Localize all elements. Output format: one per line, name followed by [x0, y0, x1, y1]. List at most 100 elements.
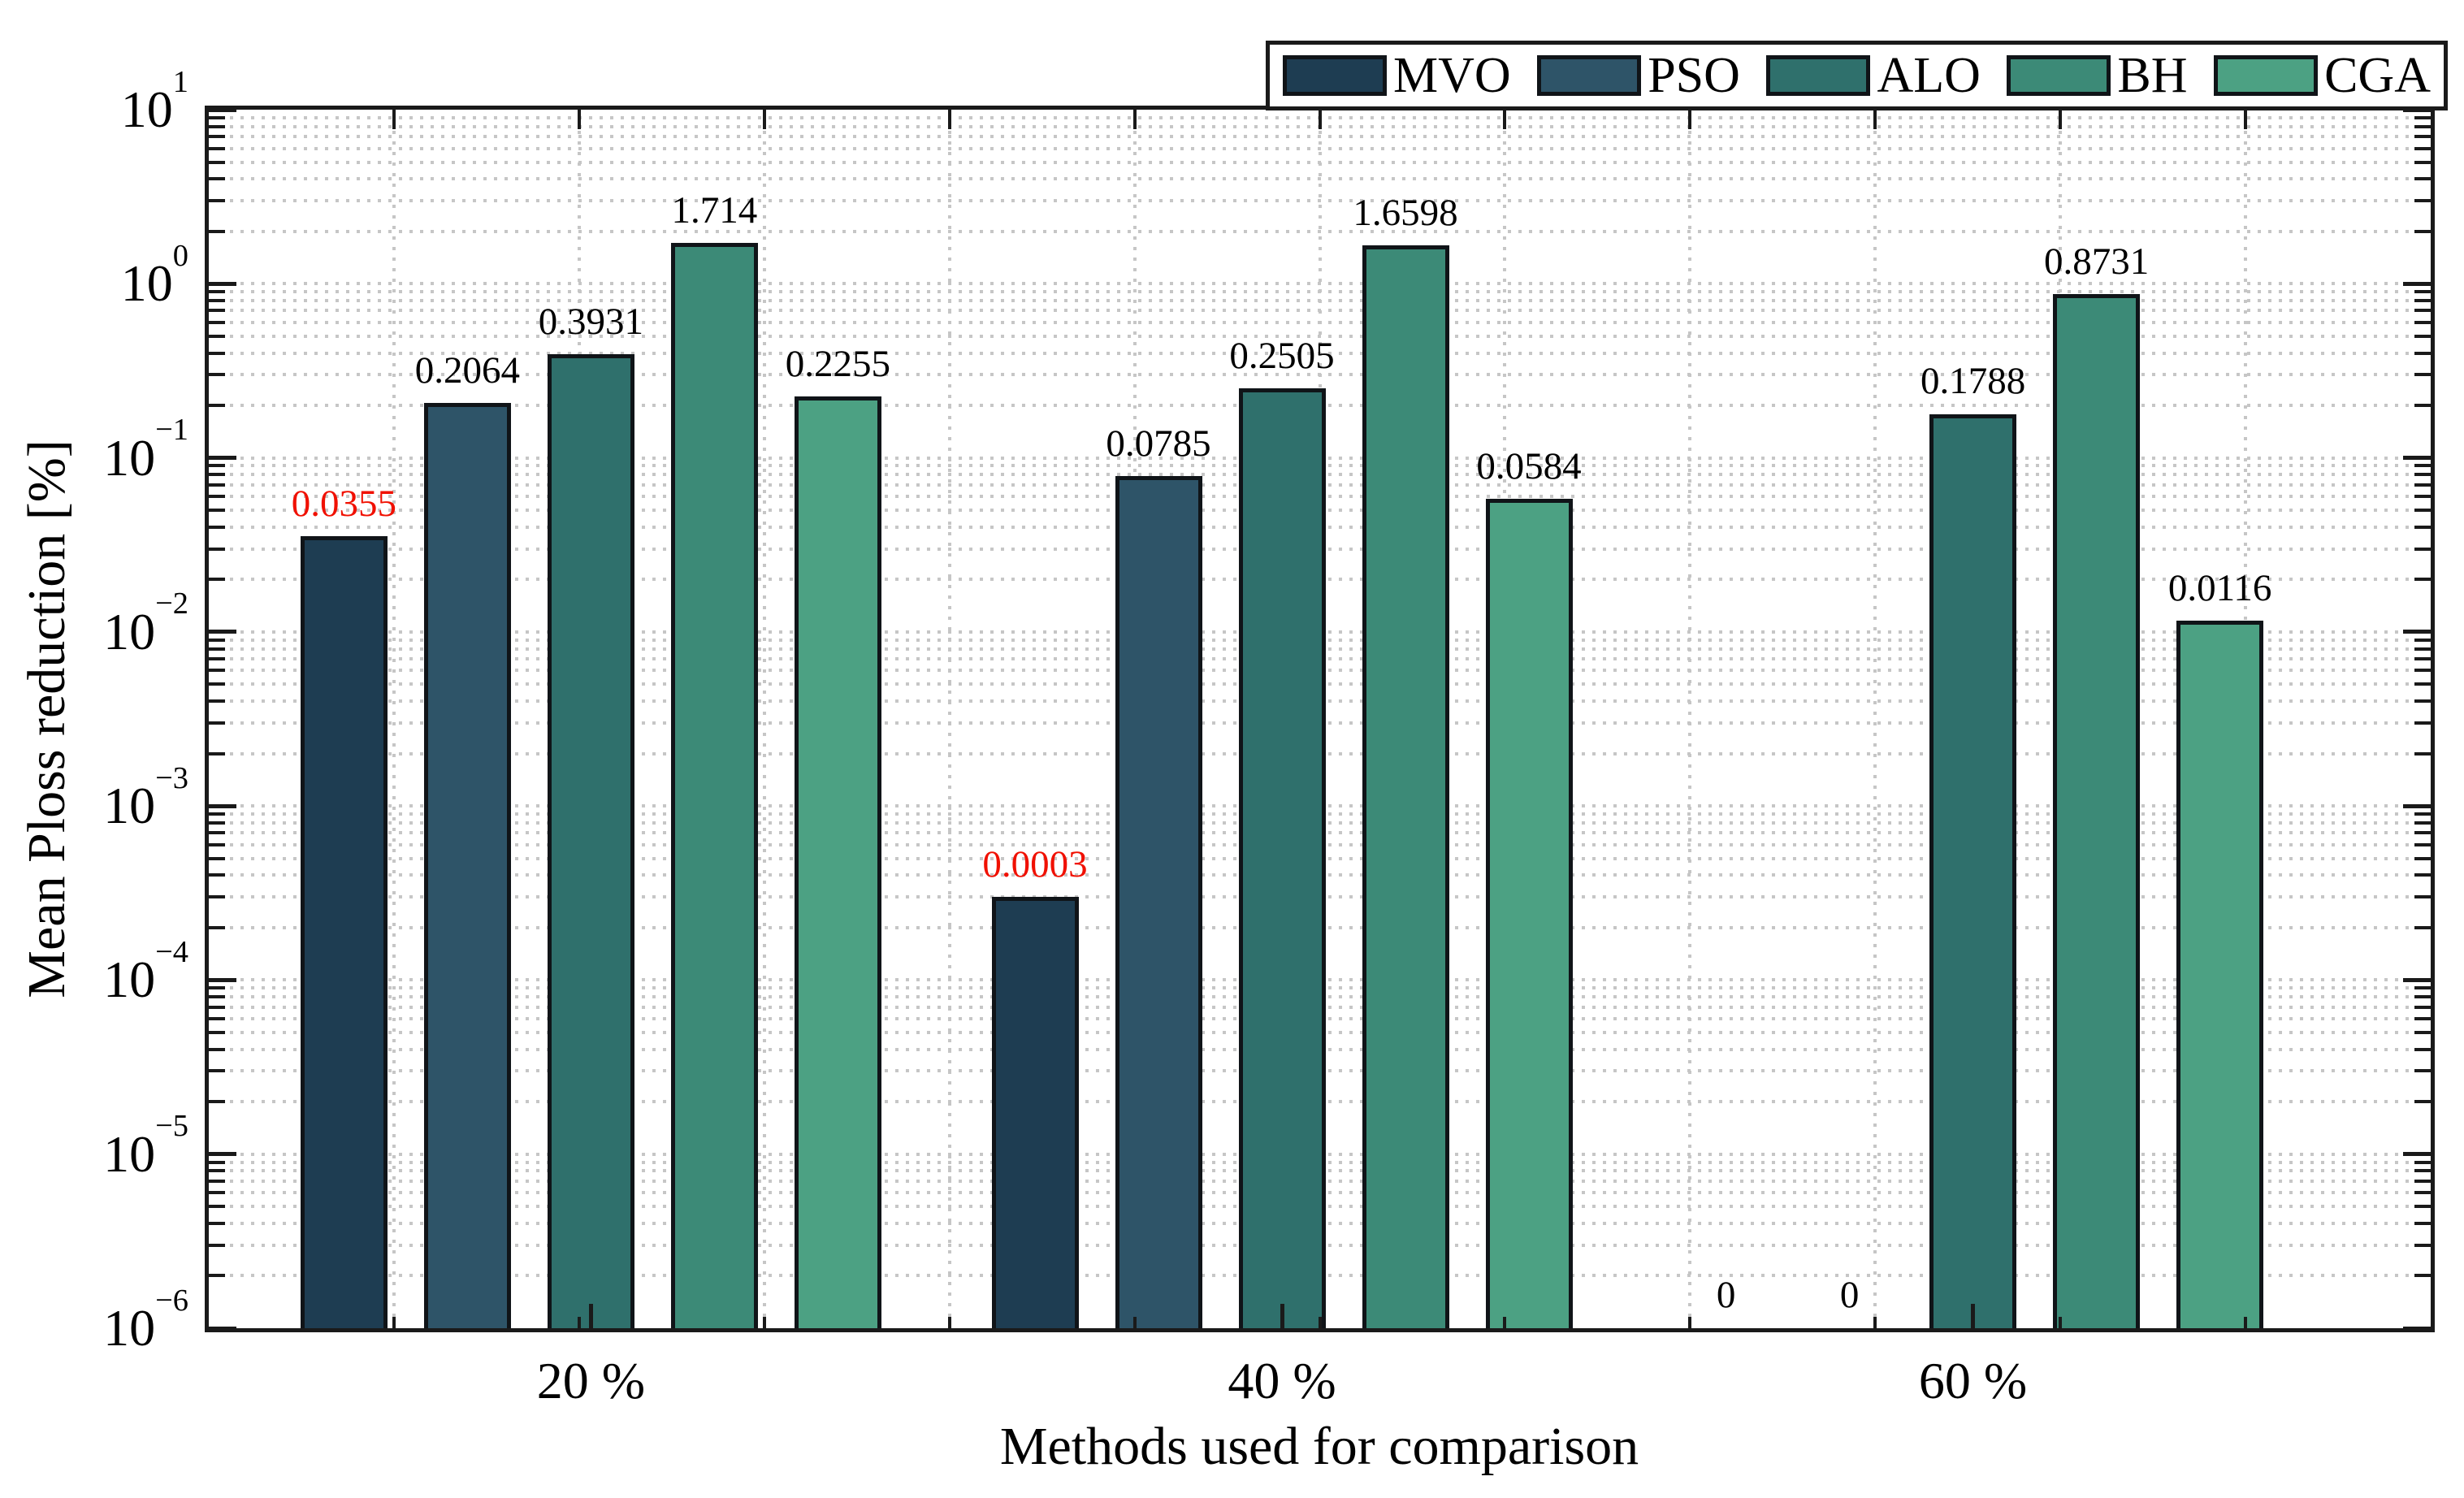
- y-minor-tick-right: [2414, 115, 2431, 119]
- x-minor-tick-bottom: [392, 1317, 396, 1328]
- y-minor-tick-left: [209, 1221, 225, 1225]
- y-minor-tick-right: [2414, 334, 2431, 338]
- y-minor-tick-left: [209, 135, 225, 139]
- legend-swatch-BH: [2007, 55, 2111, 96]
- legend-label-CGA: CGA: [2324, 48, 2431, 103]
- y-major-tick-left: [209, 630, 236, 634]
- y-minor-tick-left: [209, 334, 225, 338]
- y-minor-tick-left: [209, 124, 225, 128]
- gridline-v-minor: [392, 110, 396, 1328]
- y-minor-tick-right: [2414, 509, 2431, 513]
- x-minor-tick-bottom: [1318, 1317, 1322, 1328]
- y-minor-tick-left: [209, 509, 225, 513]
- value-label-PSO-40%: 0.0785: [1106, 422, 1211, 465]
- y-minor-tick-right: [2414, 669, 2431, 673]
- x-minor-tick-bottom: [947, 1317, 951, 1328]
- legend-label-ALO: ALO: [1877, 48, 1981, 103]
- y-minor-tick-right: [2414, 177, 2431, 181]
- x-minor-tick-bottom: [1873, 1317, 1877, 1328]
- y-minor-tick-left: [209, 146, 225, 150]
- y-minor-tick-right: [2414, 995, 2431, 999]
- value-label-PSO-60%: 0: [1839, 1274, 1860, 1316]
- value-label-CGA-60%: 0.0116: [2167, 567, 2272, 610]
- legend-swatch-ALO: [1766, 55, 1871, 96]
- gridline-v-minor: [762, 110, 766, 1328]
- y-major-tick-right: [2403, 630, 2431, 634]
- legend-swatch-CGA: [2214, 55, 2319, 96]
- y-minor-tick-right: [2414, 373, 2431, 377]
- y-minor-tick-right: [2414, 751, 2431, 755]
- legend-item-MVO: MVO: [1283, 50, 1511, 101]
- y-minor-tick-left: [209, 177, 225, 181]
- y-minor-tick-right: [2414, 699, 2431, 704]
- plot-inner: 0.0355 0.0003 0 0.2064 0.0785 0 0.3931 0.2505 0.…: [209, 107, 2431, 1331]
- y-minor-tick-right: [2414, 1179, 2431, 1183]
- value-label-BH-60%: 0.8731: [2043, 240, 2150, 283]
- legend-item-ALO: ALO: [1766, 48, 1981, 103]
- y-tick-label-10e1: 101: [120, 64, 188, 138]
- value-label-ALO-20%: 0.3931: [538, 301, 644, 344]
- y-minor-tick-right: [2414, 547, 2431, 551]
- y-minor-tick-left: [209, 1160, 225, 1164]
- y-tick-label-10e-3: 10−3: [103, 760, 188, 835]
- gridline-v-minor: [1873, 110, 1877, 1328]
- bar-CGA-60%: [2176, 621, 2264, 1328]
- y-minor-tick-right: [2414, 895, 2431, 899]
- y-minor-tick-right: [2414, 483, 2431, 487]
- y-minor-tick-left: [209, 1243, 225, 1247]
- y-minor-tick-right: [2414, 856, 2431, 860]
- y-minor-tick-right: [2414, 1205, 2431, 1209]
- y-minor-tick-right: [2414, 135, 2431, 139]
- y-minor-tick-left: [209, 986, 225, 990]
- y-minor-tick-left: [209, 751, 225, 755]
- y-minor-tick-right: [2414, 721, 2431, 725]
- bar-ALO-40%: [1238, 388, 1326, 1328]
- y-minor-tick-right: [2414, 199, 2431, 203]
- y-tick-label-10e-1: 10−1: [103, 413, 188, 487]
- y-minor-tick-right: [2414, 464, 2431, 468]
- legend-item-PSO: PSO: [1537, 50, 1740, 101]
- x-minor-tick-top: [577, 110, 581, 129]
- y-minor-tick-left: [209, 578, 225, 582]
- y-minor-tick-right: [2414, 309, 2431, 313]
- bar-CGA-20%: [794, 396, 881, 1328]
- y-minor-tick-right: [2414, 1243, 2431, 1247]
- y-minor-tick-left: [209, 699, 225, 704]
- y-minor-tick-left: [209, 1030, 225, 1034]
- bar-CGA-40%: [1485, 498, 1573, 1328]
- y-minor-tick-right: [2414, 820, 2431, 825]
- y-major-tick-left: [209, 107, 236, 112]
- y-minor-tick-left: [209, 856, 225, 860]
- y-minor-tick-left: [209, 812, 225, 816]
- y-minor-tick-right: [2414, 657, 2431, 661]
- bar-ALO-20%: [547, 354, 634, 1328]
- x-major-tick-bottom: [1971, 1304, 1976, 1328]
- y-minor-tick-right: [2414, 873, 2431, 877]
- y-minor-tick-right: [2414, 229, 2431, 233]
- x-axis-label: Methods used for comparison: [999, 1417, 1639, 1476]
- x-minor-tick-bottom: [1132, 1317, 1137, 1328]
- legend-swatch-MVO: [1283, 55, 1387, 96]
- value-label-BH-40%: 1.6598: [1353, 192, 1458, 235]
- y-minor-tick-right: [2414, 1030, 2431, 1034]
- y-tick-label-10e-2: 10−2: [103, 587, 188, 660]
- value-label-CGA-20%: 0.2255: [785, 342, 891, 385]
- y-minor-tick-left: [209, 483, 225, 487]
- x-minor-tick-top: [2059, 110, 2063, 129]
- y-minor-tick-right: [2414, 160, 2431, 164]
- y-minor-tick-right: [2414, 525, 2431, 529]
- y-minor-tick-left: [209, 299, 225, 303]
- y-minor-tick-left: [209, 1047, 225, 1051]
- y-minor-tick-left: [209, 320, 225, 324]
- y-minor-tick-left: [209, 1100, 225, 1104]
- legend-label-BH: BH: [2117, 48, 2188, 103]
- y-minor-tick-left: [209, 1016, 225, 1020]
- legend-label-PSO: PSO: [1648, 48, 1740, 103]
- y-minor-tick-left: [209, 229, 225, 233]
- y-minor-tick-right: [2414, 299, 2431, 303]
- x-minor-tick-top: [392, 110, 396, 129]
- gridline-v-minor: [947, 110, 951, 1328]
- y-minor-tick-left: [209, 1005, 225, 1009]
- x-minor-tick-top: [1318, 110, 1322, 129]
- y-minor-tick-right: [2414, 404, 2431, 408]
